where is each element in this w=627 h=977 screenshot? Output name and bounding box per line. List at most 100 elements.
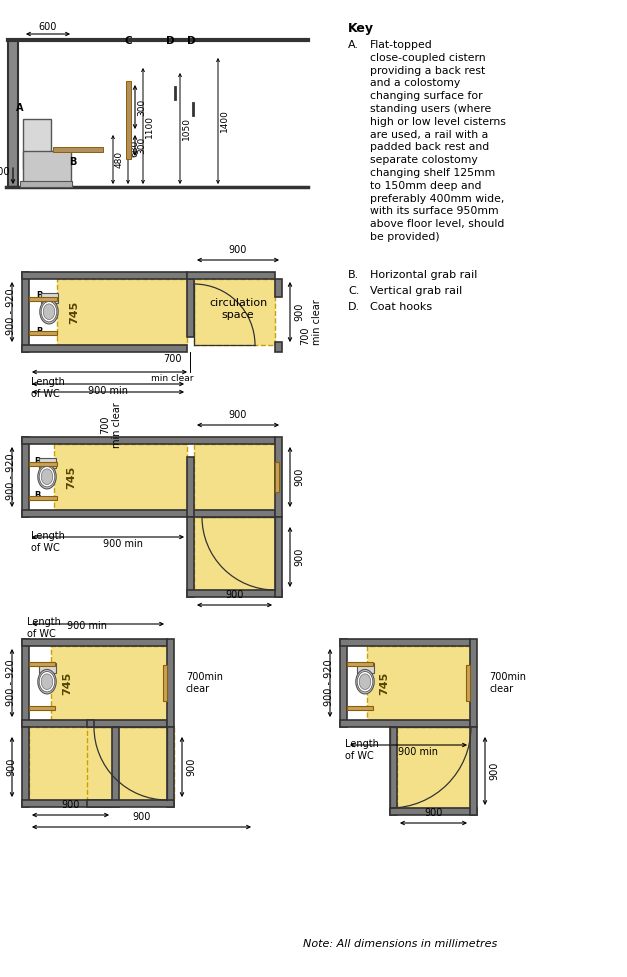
- Text: B: B: [34, 491, 40, 500]
- Ellipse shape: [40, 466, 55, 487]
- Bar: [22, 437, 275, 444]
- Bar: [275, 279, 282, 297]
- Ellipse shape: [38, 669, 56, 694]
- Bar: [29, 706, 55, 710]
- Text: C: C: [124, 36, 132, 46]
- Text: Flat-topped
close-coupled cistern
providing a back rest
and a colostomy
changing: Flat-topped close-coupled cistern provid…: [370, 40, 506, 242]
- Text: 300: 300: [137, 99, 146, 115]
- Text: 700
min clear: 700 min clear: [100, 402, 122, 447]
- Text: Note: All dimensions in millimetres: Note: All dimensions in millimetres: [303, 939, 497, 949]
- Text: B: B: [36, 290, 42, 300]
- Text: 745: 745: [69, 300, 79, 323]
- Ellipse shape: [41, 469, 53, 485]
- Text: 480: 480: [115, 150, 124, 168]
- Bar: [22, 720, 167, 727]
- Bar: [390, 727, 397, 815]
- Bar: [275, 342, 282, 352]
- Text: 680: 680: [130, 140, 139, 156]
- Ellipse shape: [41, 302, 57, 321]
- Bar: [51, 646, 167, 720]
- Text: 900: 900: [294, 468, 304, 487]
- Bar: [29, 496, 57, 500]
- Text: Length
of WC: Length of WC: [345, 739, 379, 761]
- Text: 600: 600: [39, 22, 57, 32]
- Text: B: B: [36, 326, 42, 335]
- Text: 900: 900: [61, 800, 80, 810]
- Bar: [340, 720, 470, 727]
- Text: Length
of WC: Length of WC: [31, 531, 65, 553]
- Text: 900 - 920: 900 - 920: [6, 453, 16, 500]
- Text: 900: 900: [424, 808, 443, 818]
- Bar: [22, 800, 112, 807]
- Bar: [357, 663, 374, 672]
- Bar: [8, 40, 18, 187]
- Bar: [57, 279, 187, 345]
- Bar: [187, 590, 282, 597]
- Text: 900: 900: [6, 758, 16, 776]
- Ellipse shape: [356, 669, 374, 694]
- Bar: [340, 639, 470, 646]
- Bar: [87, 727, 174, 800]
- Text: 900 min: 900 min: [103, 539, 143, 549]
- Text: 900: 900: [229, 245, 247, 255]
- Text: 745: 745: [379, 671, 389, 695]
- Text: D: D: [187, 36, 196, 46]
- Bar: [87, 800, 174, 807]
- Bar: [390, 808, 477, 815]
- Bar: [29, 331, 57, 335]
- Text: D: D: [166, 36, 174, 46]
- Bar: [194, 517, 275, 590]
- Text: 900 min: 900 min: [67, 621, 107, 631]
- Bar: [29, 727, 112, 800]
- Bar: [22, 437, 29, 517]
- Text: 300: 300: [137, 137, 146, 154]
- Text: 900: 900: [186, 758, 196, 776]
- Bar: [340, 639, 470, 727]
- Bar: [167, 727, 174, 807]
- Text: 900: 900: [294, 548, 304, 567]
- Bar: [54, 444, 187, 510]
- Bar: [397, 727, 470, 808]
- Bar: [163, 665, 167, 701]
- Text: 900 min: 900 min: [88, 386, 128, 396]
- Bar: [470, 727, 477, 815]
- Text: 900: 900: [294, 303, 304, 321]
- Text: Key: Key: [348, 22, 374, 35]
- Text: Vertical grab rail: Vertical grab rail: [370, 286, 462, 296]
- Text: 900: 900: [132, 812, 150, 822]
- Bar: [187, 457, 194, 517]
- Text: 900: 900: [229, 410, 247, 420]
- Ellipse shape: [41, 674, 53, 690]
- Bar: [29, 462, 57, 466]
- Bar: [275, 462, 279, 492]
- Bar: [167, 639, 174, 727]
- Ellipse shape: [40, 671, 55, 692]
- Bar: [22, 639, 167, 727]
- Bar: [22, 272, 187, 279]
- Bar: [22, 345, 187, 352]
- Text: 700min
clear: 700min clear: [186, 672, 223, 694]
- Text: 900: 900: [489, 762, 499, 781]
- Bar: [53, 147, 103, 152]
- Ellipse shape: [38, 464, 56, 488]
- Ellipse shape: [43, 304, 55, 319]
- Text: C.: C.: [348, 286, 359, 296]
- Bar: [22, 272, 29, 352]
- Text: Coat hooks: Coat hooks: [370, 302, 432, 312]
- Bar: [23, 151, 71, 183]
- Text: Length
of WC: Length of WC: [31, 377, 65, 399]
- Bar: [87, 720, 94, 727]
- Bar: [22, 727, 29, 807]
- Bar: [194, 444, 275, 510]
- Bar: [187, 279, 194, 337]
- Text: 1100: 1100: [145, 114, 154, 138]
- Text: min clear: min clear: [150, 374, 193, 383]
- Bar: [275, 517, 282, 597]
- Bar: [340, 639, 347, 727]
- Bar: [22, 437, 275, 517]
- Text: 900 - 920: 900 - 920: [6, 288, 16, 335]
- Bar: [29, 297, 57, 301]
- Bar: [41, 293, 58, 303]
- Text: 900 min: 900 min: [398, 747, 438, 757]
- Bar: [22, 272, 187, 352]
